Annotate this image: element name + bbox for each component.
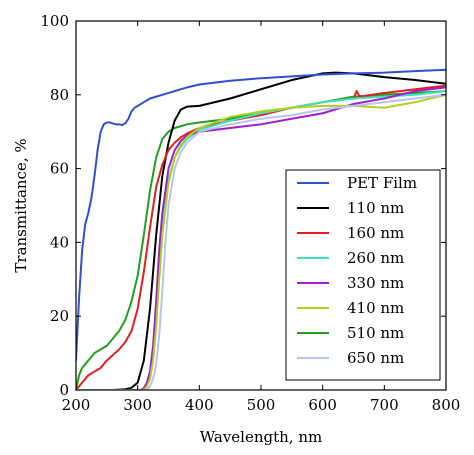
x-tick-label: 800 (432, 396, 461, 414)
series-layer (76, 68, 446, 390)
legend-label: 260 nm (347, 249, 404, 267)
x-tick-label: 300 (123, 396, 152, 414)
ticks-layer: 200 300 400 500 600 700 800 0 20 40 60 80 100 (40, 12, 460, 414)
series-line-160-nm (76, 84, 446, 390)
legend: PET Film 110 nm 160 nm 260 nm 330 nm 410 nm 51… (285, 169, 441, 381)
x-tick-label: 500 (247, 396, 276, 414)
legend-label: 160 nm (347, 224, 404, 242)
x-axis-title: Wavelength, nm (200, 428, 322, 446)
legend-box (285, 169, 441, 381)
legend-label: 330 nm (347, 274, 404, 292)
legend-label: 650 nm (347, 349, 404, 367)
series-line-650-nm (76, 93, 446, 390)
series-line-410-nm (76, 93, 446, 390)
legend-label: PET Film (347, 174, 417, 192)
legend-label: 410 nm (347, 299, 404, 317)
y-tick-label: 0 (59, 381, 69, 399)
y-tick-label: 100 (40, 12, 69, 30)
series-line-pet-film (76, 68, 446, 362)
y-axis-title: Transmittance, % (12, 138, 30, 272)
legend-label: 110 nm (347, 199, 404, 217)
y-tick-label: 20 (50, 307, 69, 325)
legend-label: 510 nm (347, 324, 404, 342)
x-tick-label: 700 (370, 396, 399, 414)
y-tick-label: 60 (50, 160, 69, 178)
x-tick-label: 200 (62, 396, 91, 414)
x-tick-label: 400 (185, 396, 214, 414)
y-tick-label: 80 (50, 86, 69, 104)
y-tick-label: 40 (50, 233, 69, 251)
x-tick-label: 600 (308, 396, 337, 414)
